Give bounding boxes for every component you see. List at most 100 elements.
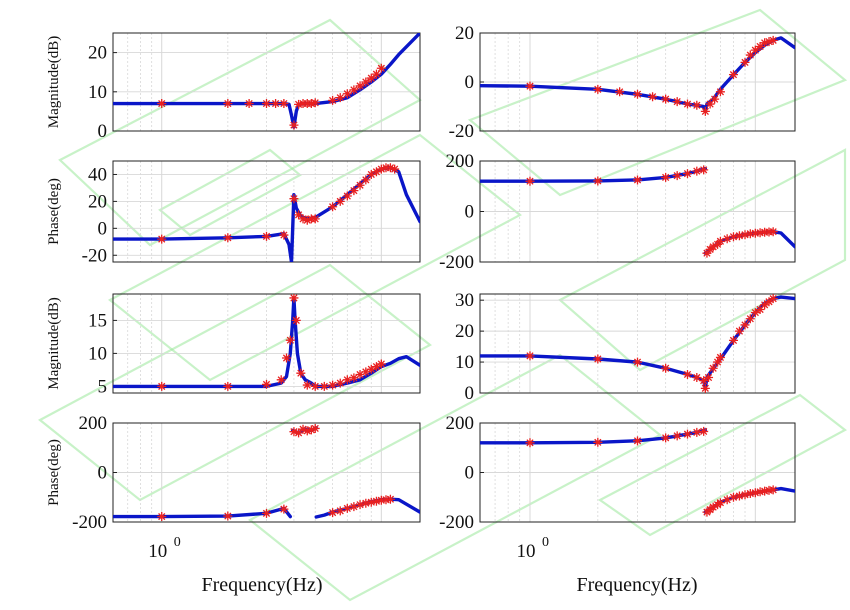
measured-point bbox=[376, 495, 386, 505]
marker-star bbox=[376, 359, 386, 369]
y-axis-label-left-3: Magnitude(dB) bbox=[46, 297, 62, 389]
measured-point bbox=[349, 85, 359, 95]
y-tick-label: 10 bbox=[455, 352, 474, 373]
measured-point bbox=[750, 228, 760, 238]
plot-area-left-3 bbox=[113, 294, 420, 391]
measured-point bbox=[294, 210, 304, 220]
y-tick-label: 20 bbox=[88, 43, 107, 64]
marker-star bbox=[525, 81, 535, 91]
marker-star bbox=[692, 100, 702, 110]
marker-star bbox=[302, 215, 312, 225]
measured-point bbox=[755, 487, 765, 497]
measured-point bbox=[728, 70, 738, 80]
marker-star bbox=[310, 98, 320, 108]
y-tick-label: 15 bbox=[88, 310, 107, 331]
measured-point bbox=[722, 234, 732, 244]
marker-star bbox=[768, 294, 778, 304]
marker-star bbox=[371, 362, 381, 372]
marker-star bbox=[342, 503, 352, 513]
marker-star bbox=[385, 163, 395, 173]
marker-star bbox=[682, 429, 692, 439]
measured-point bbox=[715, 352, 725, 362]
measured-point bbox=[764, 297, 774, 307]
measured-point bbox=[682, 369, 692, 379]
measured-point bbox=[157, 99, 167, 109]
measured-point bbox=[371, 362, 381, 372]
marker-star bbox=[371, 69, 381, 79]
measured-point bbox=[385, 163, 395, 173]
marker-star bbox=[682, 369, 692, 379]
marker-star bbox=[282, 353, 292, 363]
measured-point bbox=[361, 367, 371, 377]
marker-star bbox=[682, 169, 692, 179]
measured-point bbox=[361, 77, 371, 87]
marker-star bbox=[279, 230, 289, 240]
y-axis-label-left-2: Phase(deg) bbox=[46, 178, 62, 245]
measured-point bbox=[682, 169, 692, 179]
measured-point bbox=[615, 87, 625, 97]
marker-star bbox=[745, 229, 755, 239]
measured-point bbox=[525, 176, 535, 186]
measured-point bbox=[750, 488, 760, 498]
y-axis-label-left-1: Magnitude(dB) bbox=[46, 36, 62, 128]
measured-point bbox=[661, 433, 671, 443]
marker-star bbox=[682, 99, 692, 109]
axes-box-left-1 bbox=[112, 32, 421, 132]
marker-star bbox=[692, 166, 702, 176]
x-tick-exponent-col0: 0 bbox=[174, 535, 181, 550]
measured-point bbox=[390, 164, 400, 174]
plot-area-right-3 bbox=[480, 294, 795, 393]
measured-point bbox=[715, 236, 725, 246]
measured-point bbox=[294, 428, 304, 438]
measured-point bbox=[262, 508, 271, 518]
y-tick-label: 20 bbox=[88, 191, 107, 212]
marker-star bbox=[728, 492, 738, 502]
y-tick-label: 40 bbox=[88, 164, 107, 185]
plot-area-right-2 bbox=[480, 165, 795, 258]
plot-area-left-2 bbox=[113, 163, 420, 262]
measured-point bbox=[715, 87, 725, 97]
marker-star bbox=[328, 380, 338, 390]
marker-star bbox=[750, 228, 760, 238]
measured-point bbox=[361, 175, 371, 185]
marker-star bbox=[699, 165, 709, 175]
marker-star bbox=[349, 85, 359, 95]
marker-star bbox=[349, 373, 359, 383]
measured-point bbox=[692, 427, 702, 437]
watermark-stroke-7 bbox=[597, 393, 848, 537]
marker-star bbox=[361, 175, 371, 185]
measured-point bbox=[310, 423, 320, 433]
measured-point bbox=[768, 485, 778, 495]
marker-star bbox=[262, 379, 271, 389]
marker-star bbox=[760, 38, 770, 48]
measured-point bbox=[708, 363, 718, 373]
x-tick-label-col0: 10 bbox=[148, 541, 167, 562]
measured-point bbox=[361, 498, 371, 508]
measured-point bbox=[306, 99, 316, 109]
grid-right-3 bbox=[479, 294, 795, 394]
measured-point bbox=[223, 381, 233, 391]
measured-point bbox=[157, 512, 167, 522]
measured-point bbox=[700, 106, 710, 116]
panel-left-4: -200 0 200 Phase(deg) bbox=[46, 413, 421, 533]
marker-star bbox=[715, 498, 725, 508]
measured-point bbox=[302, 215, 312, 225]
marker-star bbox=[525, 176, 535, 186]
measured-point bbox=[298, 214, 308, 224]
measured-point bbox=[699, 426, 709, 436]
marker-star bbox=[768, 227, 778, 237]
marker-star bbox=[661, 172, 671, 182]
measured-point bbox=[740, 490, 750, 500]
grid-left-3 bbox=[112, 294, 420, 393]
marker-star bbox=[291, 315, 301, 325]
plot-area-left-4 bbox=[113, 423, 420, 522]
marker-star bbox=[271, 99, 281, 109]
measured-point bbox=[713, 357, 723, 367]
marker-star bbox=[366, 169, 376, 179]
marker-star bbox=[371, 167, 381, 177]
marker-star bbox=[750, 45, 760, 55]
y-tick-label: 0 bbox=[465, 202, 475, 223]
measured-point bbox=[328, 95, 338, 105]
marker-star bbox=[715, 236, 725, 246]
